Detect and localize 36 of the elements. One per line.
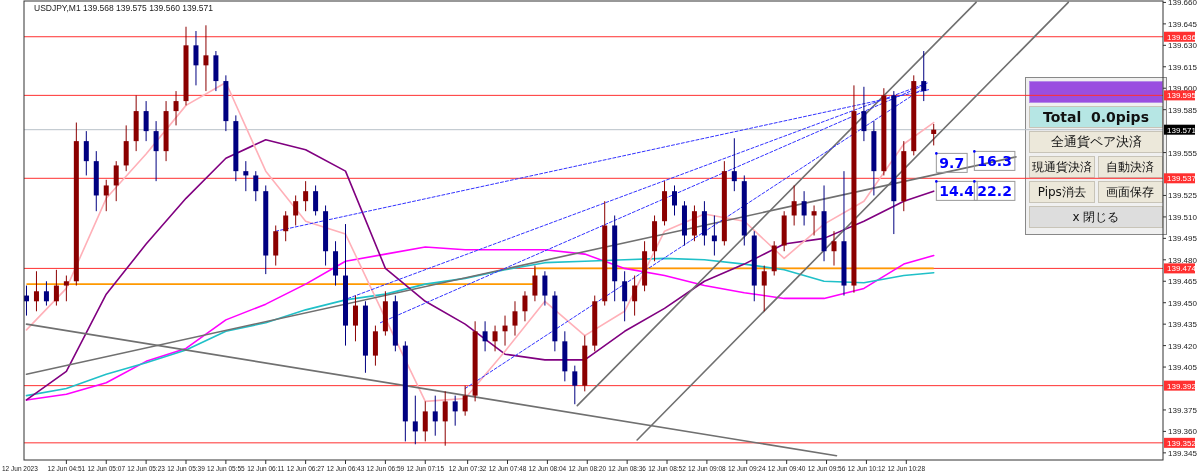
y-tick-label: 139.480: [1168, 255, 1198, 265]
chart-title: USDJPY,M1 139.568 139.575 139.560 139.571: [34, 3, 214, 13]
y-tick-label: 139.345: [1168, 448, 1198, 458]
y-tick-label: 139.495: [1168, 234, 1198, 244]
y-tick-label: 139.585: [1168, 105, 1198, 115]
annotation: 画面保存: [1097, 181, 1163, 203]
ref-line-label: 139.636: [1167, 32, 1197, 42]
ref-line-label: 139.571: [1167, 125, 1197, 135]
y-tick-label: 139.660: [1168, 0, 1198, 8]
y-tick-label: 139.525: [1168, 191, 1198, 201]
ref-line-label: 139.595: [1167, 91, 1197, 101]
annotation: 現通貨決済: [1029, 156, 1095, 178]
y-tick-label: 139.465: [1168, 277, 1198, 287]
y-tick-label: 139.555: [1168, 148, 1198, 158]
y-tick-label: 139.360: [1168, 427, 1198, 437]
annotation: 22.2: [977, 183, 1012, 200]
y-tick-label: 139.630: [1168, 41, 1198, 51]
ref-line-label: 139.474: [1167, 264, 1197, 274]
y-tick-label: 139.420: [1168, 341, 1198, 351]
y-tick-label: 139.645: [1168, 19, 1198, 29]
ref-line-label: 139.537: [1167, 174, 1197, 184]
annotation: x 閉じる: [1029, 206, 1163, 228]
ref-line-label: 139.352: [1167, 438, 1197, 448]
annotation: 14.4: [939, 183, 975, 200]
annotation: 全通貨ペア決済: [1029, 131, 1163, 153]
y-tick-label: 139.510: [1168, 212, 1198, 222]
annotation: Pips消去: [1029, 181, 1095, 203]
annotation: Total 0.0pips: [1029, 106, 1163, 128]
y-tick-label: 139.375: [1168, 405, 1198, 415]
y-tick-label: 139.615: [1168, 62, 1198, 72]
annotation: 自動決済: [1097, 156, 1163, 178]
y-tick-label: 139.435: [1168, 320, 1198, 330]
ref-line-label: 139.392: [1167, 381, 1197, 391]
y-tick-label: 139.450: [1168, 298, 1198, 308]
y-tick-label: 139.405: [1168, 363, 1198, 373]
annotation: 9.7: [939, 155, 965, 172]
